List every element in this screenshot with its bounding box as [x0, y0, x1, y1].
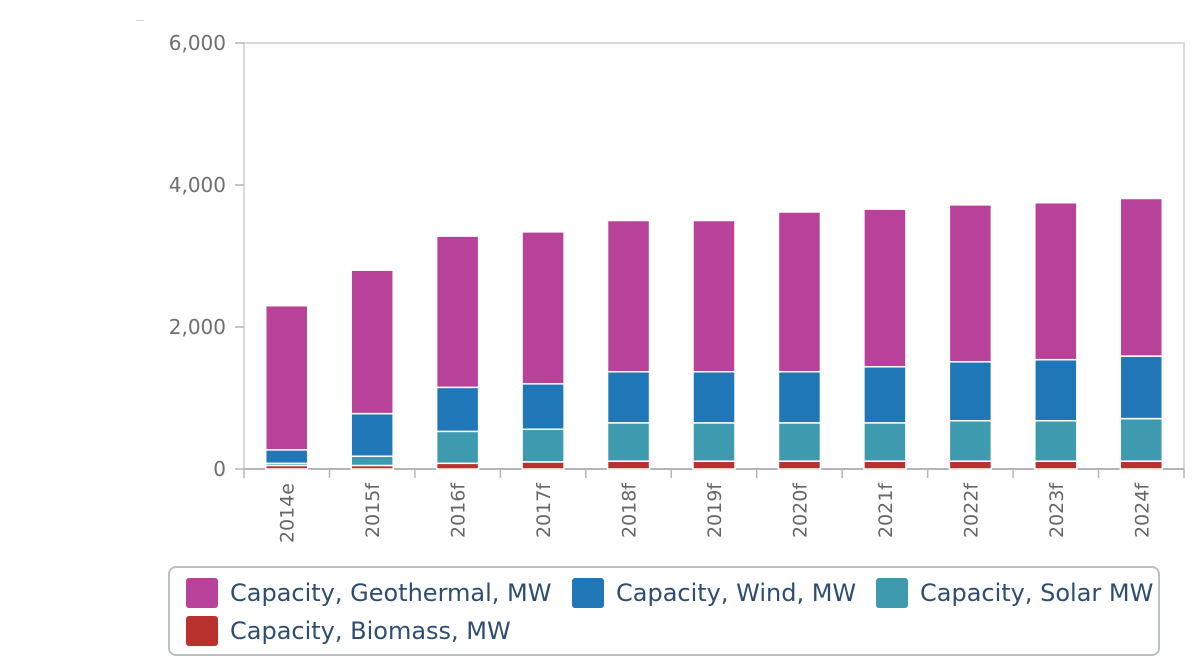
bar-segment: [264, 304, 309, 451]
bar-segment: [692, 422, 736, 462]
x-tick-label: 2019f: [704, 482, 726, 538]
chart-legend: Capacity, Geothermal, MW Capacity, Wind,…: [168, 566, 1160, 656]
stacked-bar-chart: 0 2,000 4,000 6,000 2014e 2015f 2016f 2017f 2018…: [169, 31, 1185, 543]
bar-segment: [435, 386, 480, 433]
x-tick-label: 2018f: [619, 482, 641, 538]
bar-segment: [1034, 358, 1078, 422]
legend-swatch-geothermal: [186, 578, 218, 608]
bar-segment: [606, 219, 651, 373]
bar-segment: [948, 419, 993, 462]
y-tick-label: 4,000: [169, 173, 226, 197]
chart-labels: 0 2,000 4,000 6,000 2014e 2015f 2016f 2017f 2018…: [169, 31, 1154, 543]
legend-label-solar: Capacity, Solar MW: [920, 579, 1154, 607]
bar-segment: [435, 235, 480, 389]
chart-frame-corner: [136, 20, 144, 21]
bar-segment: [350, 269, 394, 415]
bar-segment: [435, 430, 480, 465]
legend-label-geothermal: Capacity, Geothermal, MW: [230, 579, 552, 607]
bar-segment: [606, 422, 651, 462]
x-tick-label: 2020f: [789, 482, 811, 538]
bar-segment: [350, 455, 394, 467]
y-tick-label: 6,000: [169, 31, 226, 55]
bar-segment: [948, 204, 993, 363]
bar-segment: [777, 370, 822, 424]
bar-segment: [692, 460, 736, 470]
bar-segment: [1034, 460, 1078, 470]
bar-segment: [863, 422, 907, 462]
bar-segment: [1034, 202, 1078, 361]
bar-segment: [521, 428, 565, 463]
y-tick-label: 2,000: [169, 315, 226, 339]
bar-segment: [863, 208, 907, 368]
bar-segment: [948, 460, 993, 470]
bar-segment: [521, 231, 565, 385]
bar-segment: [521, 461, 565, 470]
x-tick-label: 2024f: [1131, 482, 1153, 538]
bar-segment: [777, 460, 822, 470]
bar-segment: [521, 383, 565, 430]
legend-label-wind: Capacity, Wind, MW: [616, 579, 857, 607]
bar-segment: [863, 460, 907, 470]
bar-segment: [948, 361, 993, 422]
legend-swatch-solar: [876, 578, 908, 608]
legend-item-solar[interactable]: Capacity, Solar MW: [876, 578, 1153, 608]
legend-swatch-wind: [572, 578, 604, 608]
bar-segment: [692, 370, 736, 424]
legend-item-biomass[interactable]: Capacity, Biomass, MW: [186, 616, 511, 646]
x-tick-label: 2017f: [533, 482, 555, 538]
bar-segment: [435, 462, 480, 470]
bar-segment: [1119, 355, 1164, 420]
bar-segment: [606, 370, 651, 424]
bar-segment: [1034, 419, 1078, 462]
bar-segment: [1119, 197, 1164, 357]
y-tick-label: 0: [213, 457, 226, 481]
bar-segment: [350, 412, 394, 457]
x-tick-label: 2014e: [277, 483, 299, 543]
legend-item-wind[interactable]: Capacity, Wind, MW: [572, 578, 856, 608]
bar-segment: [777, 211, 822, 373]
bar-segment: [1119, 417, 1164, 462]
legend-swatch-biomass: [186, 616, 218, 646]
x-tick-label: 2021f: [875, 482, 897, 538]
x-tick-label: 2022f: [960, 482, 982, 538]
chart-bars: [264, 197, 1164, 470]
legend-label-biomass: Capacity, Biomass, MW: [230, 617, 511, 645]
x-tick-label: 2015f: [362, 482, 384, 538]
bar-segment: [692, 219, 736, 373]
bar-segment: [264, 449, 309, 465]
bar-segment: [777, 422, 822, 462]
legend-item-geothermal[interactable]: Capacity, Geothermal, MW: [186, 578, 551, 608]
bar-segment: [863, 366, 907, 424]
x-tick-label: 2023f: [1046, 482, 1068, 538]
bar-segment: [606, 460, 651, 470]
bar-segment: [1119, 460, 1164, 470]
x-tick-label: 2016f: [448, 482, 470, 538]
